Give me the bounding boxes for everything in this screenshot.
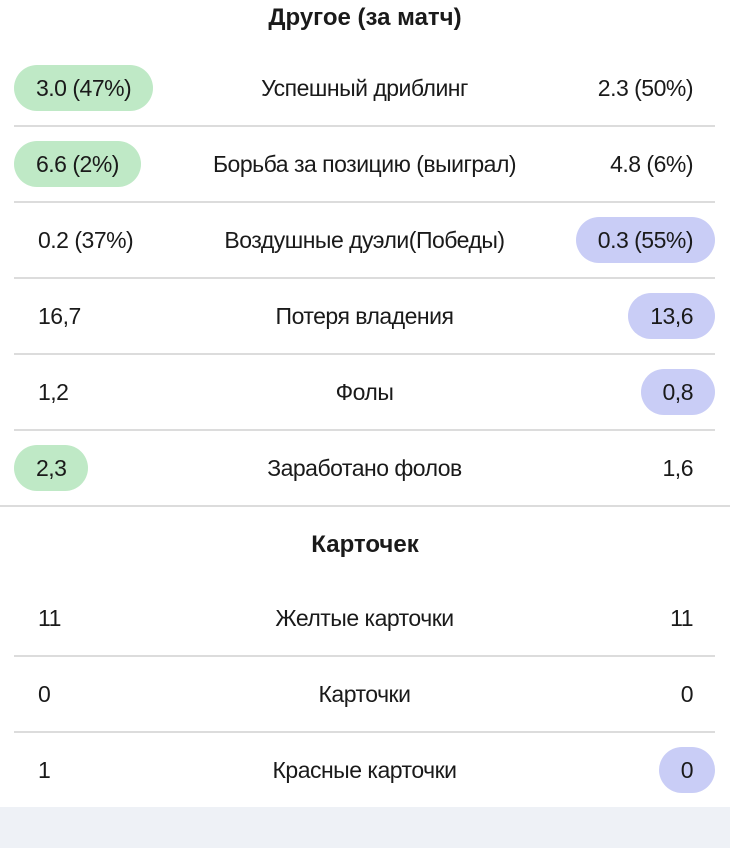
- stat-label: Красные карточки: [272, 757, 458, 783]
- away-value: 0,8: [640, 369, 715, 415]
- section-title-other: Другое (за матч): [268, 4, 462, 31]
- away-value: 11: [670, 605, 693, 631]
- stat-label: Заработано фолов: [267, 455, 462, 481]
- away-value: 2.3 (50%): [597, 75, 694, 101]
- away-value: 4.8 (6%): [610, 151, 693, 177]
- stat-row-dribbling: 3.0 (47%) Успешный дриблинг 2.3 (50%): [14, 52, 715, 127]
- home-value: 11: [38, 605, 61, 631]
- home-value: 2,3: [14, 445, 89, 491]
- stat-row-cards: 0 Карточки 0: [14, 658, 715, 733]
- home-value: 3.0 (47%): [14, 65, 154, 111]
- stat-row-aerial-duels: 0.2 (37%) Воздушные дуэли(Победы) 0.3 (5…: [14, 204, 715, 279]
- away-value: 0.3 (55%): [575, 217, 715, 263]
- home-value: 16,7: [38, 303, 81, 329]
- section-title-cards: Карточек: [311, 531, 419, 558]
- stat-label: Потеря владения: [275, 303, 454, 329]
- home-value: 1,2: [38, 379, 69, 405]
- stat-label: Успешный дриблинг: [261, 75, 468, 101]
- stat-row-possession-lost: 16,7 Потеря владения 13,6: [14, 280, 715, 355]
- home-value: 0.2 (37%): [38, 227, 134, 253]
- stat-row-fouls-won: 2,3 Заработано фолов 1,6: [14, 432, 715, 507]
- stat-label: Желтые карточки: [275, 605, 454, 631]
- away-value: 1,6: [662, 455, 694, 481]
- stat-row-red-cards: 1 Красные карточки 0: [14, 734, 715, 809]
- away-value: 0: [658, 747, 715, 793]
- home-value: 0: [38, 681, 51, 707]
- section-divider: [0, 505, 730, 507]
- stat-label: Борьба за позицию (выиграл): [212, 151, 517, 177]
- stat-label: Карточки: [318, 681, 411, 707]
- away-value: 13,6: [628, 293, 715, 339]
- footer-bar: [0, 807, 730, 848]
- stat-row-yellow-cards: 11 Желтые карточки 11: [14, 582, 715, 657]
- home-value: 6.6 (2%): [14, 141, 141, 187]
- stat-label: Воздушные дуэли(Победы): [224, 227, 505, 253]
- stat-row-fouls: 1,2 Фолы 0,8: [14, 356, 715, 431]
- away-value: 0: [680, 681, 694, 707]
- stat-row-position-battle: 6.6 (2%) Борьба за позицию (выиграл) 4.8…: [14, 128, 715, 203]
- home-value: 1: [38, 757, 51, 783]
- stat-label: Фолы: [335, 379, 394, 405]
